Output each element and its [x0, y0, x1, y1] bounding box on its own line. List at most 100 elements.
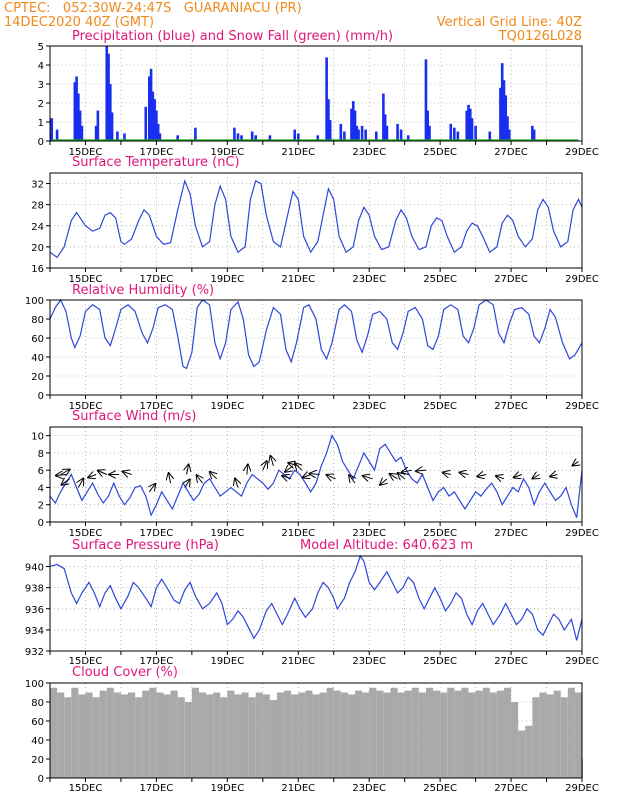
x-tick-label: 23DEC [352, 274, 386, 285]
y-tick-label: 100 [25, 679, 44, 690]
cloud-cover-bar [213, 692, 221, 778]
panel-6 [46, 682, 583, 782]
cloud-cover-bar [574, 692, 582, 778]
y-tick-label: 16 [31, 264, 44, 275]
cloud-cover-bar [503, 687, 512, 778]
x-tick-label: 27DEC [494, 401, 528, 412]
panel-title: Cloud Cover (%) [72, 665, 178, 680]
x-tick-label: 25DEC [423, 783, 457, 794]
cloud-cover-bar [553, 690, 561, 778]
x-tick-label: 27DEC [494, 656, 528, 667]
cloud-cover-bar [135, 697, 143, 778]
x-tick-label: 19DEC [210, 783, 244, 794]
precip-bar [502, 80, 506, 141]
series-line [49, 178, 583, 259]
series-line [49, 554, 583, 641]
precip-bar [55, 129, 59, 141]
precip-bar [110, 112, 114, 141]
header-model-id: TQ0126L028 [498, 29, 582, 44]
x-tick-label: 27DEC [494, 274, 528, 285]
wind-arrow [62, 479, 70, 485]
cloud-cover-bar [241, 692, 249, 778]
y-tick-label: 60 [31, 717, 44, 728]
x-tick-label: 27DEC [494, 147, 528, 158]
precip-bar [153, 99, 156, 141]
wind-arrow [496, 476, 505, 479]
precip-bar [474, 125, 477, 141]
cloud-cover-bar [496, 690, 504, 778]
wind-arrow [187, 465, 189, 475]
wind-arrow [270, 456, 273, 467]
wind-arrow [303, 475, 311, 478]
precip-bar [327, 99, 330, 141]
cloud-cover-bar [198, 692, 207, 778]
wind-arrow [416, 470, 426, 471]
cloud-cover-bar [489, 692, 497, 778]
y-tick-label: 0 [38, 137, 44, 148]
x-tick-label: 21DEC [281, 528, 315, 539]
y-tick-label: 10 [31, 432, 44, 443]
x-tick-label: 15DEC [69, 274, 103, 285]
wind-arrow [398, 473, 405, 479]
precip-bar [50, 118, 54, 141]
x-tick-label: 15DEC [69, 783, 103, 794]
wind-arrow [78, 478, 83, 488]
precip-bar [339, 123, 343, 141]
wind-arrow [310, 474, 320, 475]
header-station: CPTEC: 052:30W-24:47S GUARANIACU (PR) [4, 1, 302, 16]
precip-bar [364, 129, 367, 141]
y-tick-label: 8 [38, 449, 44, 460]
cloud-cover-bar [305, 690, 313, 778]
x-tick-label: 21DEC [281, 147, 315, 158]
x-tick-label: 21DEC [281, 656, 315, 667]
wind-arrow [247, 465, 248, 475]
precip-bar [383, 114, 387, 141]
y-tick-label: 934 [25, 626, 44, 637]
series-line [49, 298, 583, 370]
wind-arrow [88, 475, 97, 478]
precip-bar [470, 118, 474, 141]
x-tick-label: 15DEC [69, 147, 103, 158]
precip-bar [350, 108, 353, 141]
precip-bar [396, 123, 399, 141]
cloud-cover-bar [206, 694, 214, 778]
cloud-cover-bar [149, 687, 157, 778]
panel-2 [46, 172, 583, 272]
cloud-cover-bar [92, 697, 100, 778]
cloud-cover-bar [113, 692, 121, 778]
cloud-cover-bar [184, 702, 192, 778]
x-tick-label: 15DEC [69, 656, 103, 667]
cloud-cover-bar [227, 690, 235, 778]
cloud-cover-bar [404, 690, 412, 778]
wind-arrow [56, 475, 67, 476]
y-tick-label: 60 [31, 334, 44, 345]
precip-bar [532, 129, 536, 141]
wind-arrow [380, 479, 387, 485]
panel-4 [46, 426, 583, 526]
wind-arrow [363, 476, 373, 479]
panel-subtitle: Model Altitude: 640.623 m [300, 538, 473, 553]
cloud-cover-bar [71, 687, 79, 778]
y-tick-label: 6 [38, 466, 44, 477]
precip-bar [360, 125, 364, 141]
cloud-cover-bar [333, 690, 341, 778]
precip-bar [316, 135, 320, 141]
wind-arrow [390, 474, 398, 479]
cloud-cover-bar [369, 687, 377, 778]
y-tick-label: 28 [31, 201, 44, 212]
panel-frame [49, 299, 583, 396]
cloud-cover-bar [262, 694, 270, 778]
precip-bar [78, 110, 82, 141]
x-tick-label: 17DEC [140, 783, 174, 794]
cloud-cover-bar [106, 687, 114, 778]
y-tick-label: 20 [31, 243, 44, 254]
y-tick-label: 4 [38, 61, 44, 72]
wind-arrow [263, 461, 267, 471]
precip-bar [428, 125, 431, 141]
x-tick-label: 17DEC [140, 401, 174, 412]
precip-bar [507, 129, 511, 141]
precip-bar [467, 104, 470, 141]
x-tick-label: 21DEC [281, 783, 315, 794]
cloud-cover-bar [319, 692, 327, 778]
x-tick-label: 19DEC [210, 147, 244, 158]
